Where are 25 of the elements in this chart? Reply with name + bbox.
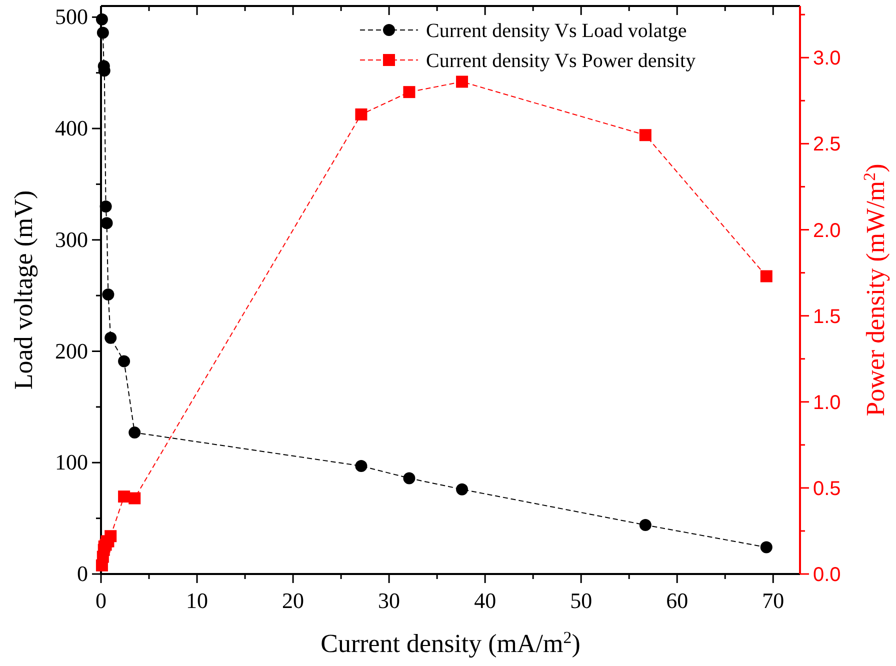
y2-tick-label: 2.0 bbox=[813, 220, 841, 242]
y2-tick-label: 3.0 bbox=[813, 48, 841, 70]
y2-tick-label: 1.0 bbox=[813, 392, 841, 414]
legend-label: Current density Vs Power density bbox=[426, 50, 696, 72]
x-tick-label: 70 bbox=[762, 588, 784, 613]
y-axis-title: Load voltage (mV) bbox=[9, 190, 38, 390]
y2-tick-label: 0.5 bbox=[813, 478, 841, 500]
x-tick-label: 30 bbox=[378, 588, 400, 613]
y2-tick-label: 1.5 bbox=[813, 306, 841, 328]
y2-tick-label: 0.0 bbox=[813, 564, 841, 586]
y-tick-label: 400 bbox=[55, 116, 88, 141]
x-tick-label: 0 bbox=[96, 588, 106, 613]
y-tick-label: 100 bbox=[55, 450, 88, 475]
x-tick-label: 10 bbox=[186, 588, 208, 613]
x-tick-label: 60 bbox=[666, 588, 688, 613]
y-tick-label: 500 bbox=[55, 4, 88, 30]
x-tick-label: 50 bbox=[570, 588, 592, 613]
y2-tick-label: 2.5 bbox=[813, 134, 841, 156]
y-tick-label: 200 bbox=[55, 338, 88, 364]
x-tick-label: 40 bbox=[474, 588, 496, 613]
y-tick-label: 0 bbox=[77, 561, 88, 586]
x-axis-title: Current density (mA/m$^{2}$) bbox=[320, 628, 580, 658]
y-tick-label: 300 bbox=[55, 226, 88, 252]
legend-label: Current density Vs Load volatge bbox=[426, 20, 687, 42]
x-tick-label: 20 bbox=[282, 588, 304, 613]
